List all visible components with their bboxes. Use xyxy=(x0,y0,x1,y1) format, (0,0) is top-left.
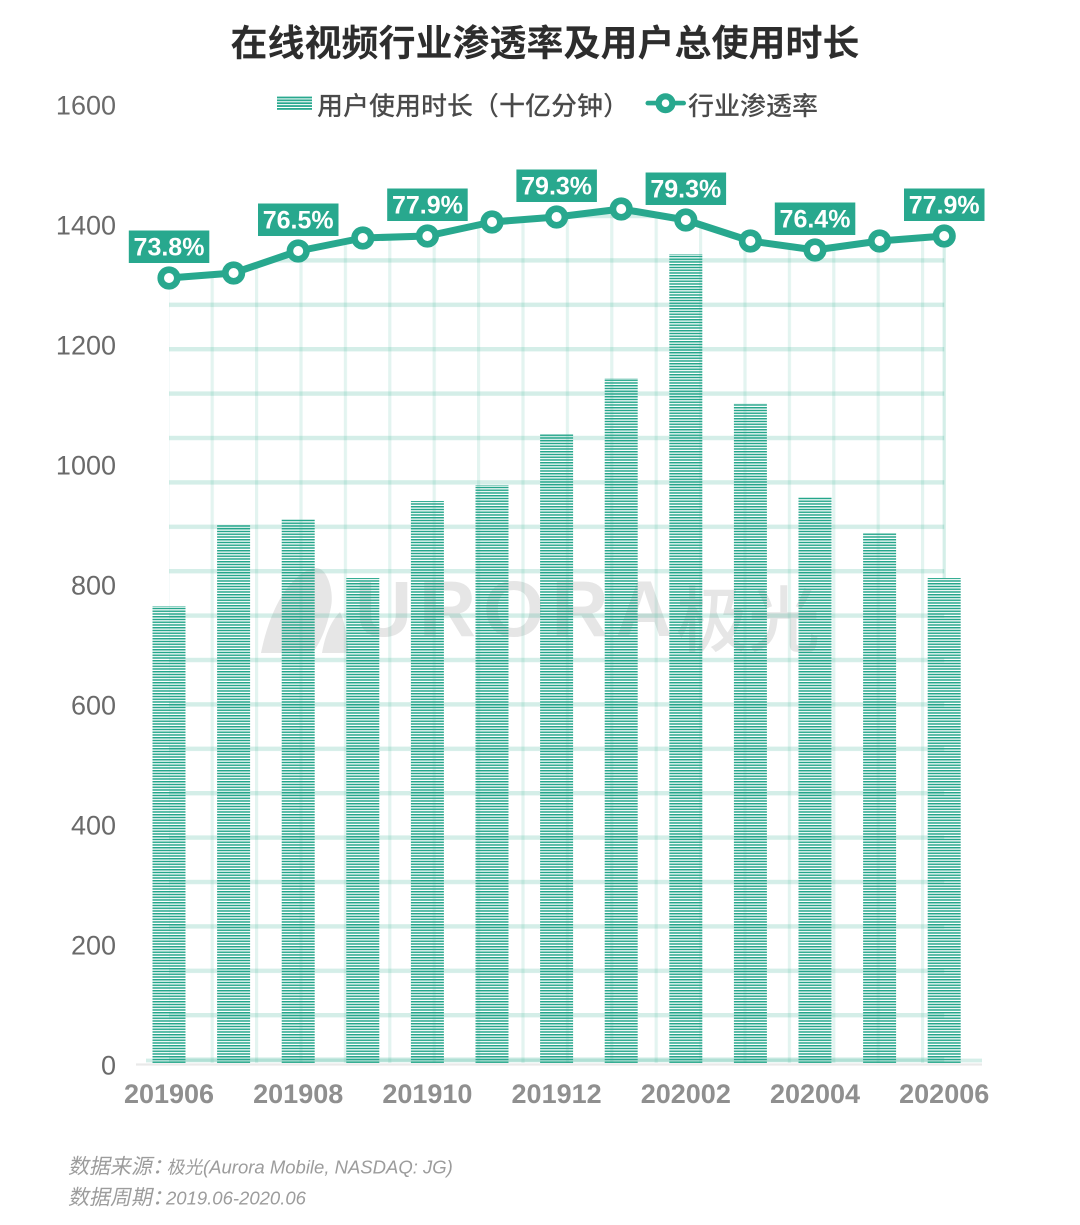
svg-text:77.9%: 77.9% xyxy=(909,192,980,220)
svg-text:73.8%: 73.8% xyxy=(134,234,205,262)
svg-text:201910: 201910 xyxy=(382,1079,472,1109)
svg-text:1600: 1600 xyxy=(56,91,116,121)
svg-text:201912: 201912 xyxy=(512,1079,602,1109)
svg-text:202006: 202006 xyxy=(899,1079,989,1109)
svg-text:79.3%: 79.3% xyxy=(650,176,721,204)
svg-text:400: 400 xyxy=(71,811,116,841)
svg-text:(Aurora Mobile, NASDAQ: JG): (Aurora Mobile, NASDAQ: JG) xyxy=(203,1157,453,1178)
svg-text:1400: 1400 xyxy=(56,211,116,241)
svg-text:77.9%: 77.9% xyxy=(392,192,463,220)
svg-text:202002: 202002 xyxy=(641,1079,731,1109)
svg-text:1200: 1200 xyxy=(56,331,116,361)
svg-text:201906: 201906 xyxy=(124,1079,214,1109)
svg-text:600: 600 xyxy=(71,691,116,721)
svg-text:800: 800 xyxy=(71,571,116,601)
svg-text:2019.06-2020.06: 2019.06-2020.06 xyxy=(165,1188,307,1209)
svg-text:200: 200 xyxy=(71,931,116,961)
svg-text:76.4%: 76.4% xyxy=(780,206,851,234)
svg-text:79.3%: 79.3% xyxy=(521,173,592,201)
svg-text:202004: 202004 xyxy=(770,1079,860,1109)
svg-text:0: 0 xyxy=(101,1051,116,1081)
svg-text:201908: 201908 xyxy=(253,1079,343,1109)
svg-text:1000: 1000 xyxy=(56,451,116,481)
svg-text:76.5%: 76.5% xyxy=(263,207,334,235)
